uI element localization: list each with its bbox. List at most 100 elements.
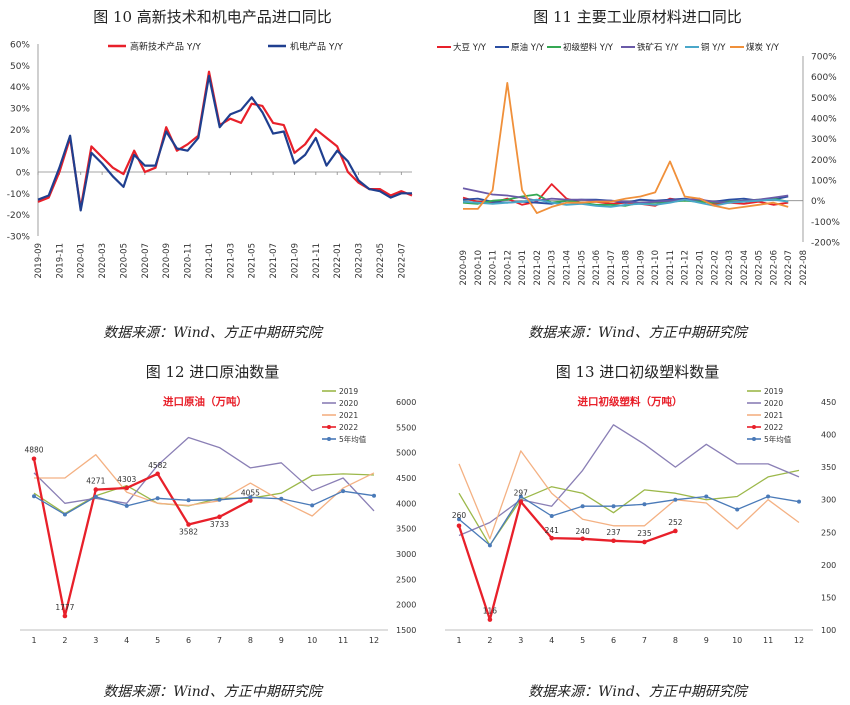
- x-tick-label: 9: [704, 636, 709, 645]
- data-point: [487, 617, 493, 622]
- y-tick-label: 200: [821, 561, 836, 570]
- x-tick-label: 5: [580, 636, 585, 645]
- x-tick-label: 11: [338, 636, 348, 645]
- data-point: [279, 496, 284, 501]
- data-point: [487, 543, 492, 548]
- x-tick-label: 2019-09: [34, 243, 44, 279]
- chart-source: 数据来源：Wind、方正中期研究院: [103, 684, 322, 700]
- chart-panel-fig13: 图 13 进口初级塑料数量 进口初级塑料（万吨） 100 150 200 250 300 3…: [425, 355, 850, 705]
- y-tick-label: 40%: [10, 83, 30, 93]
- legend-label: 2022: [339, 423, 358, 432]
- x-tick-label: 2021-12: [681, 250, 691, 286]
- y-tick-label: 5000: [396, 449, 416, 458]
- chart-fig11-svg: -200% -100% 0% 100% 200% 300% 400% 500% 600% 700%…: [437, 42, 840, 286]
- x-tick-label: 2020-10: [474, 250, 484, 286]
- x-tick-label: 2021-08: [622, 250, 632, 286]
- data-point: [673, 528, 678, 534]
- chart-title: 图 13 进口初级塑料数量: [555, 363, 720, 381]
- data-point: [457, 517, 461, 522]
- y-tick-label: 400%: [811, 115, 837, 125]
- x-tick-label: 2022-03: [355, 243, 365, 279]
- y-tick-label: 2000: [396, 601, 416, 610]
- legend-marker: [752, 425, 756, 429]
- x-tick-label: 4: [549, 636, 554, 645]
- x-tick-label: 2021-02: [533, 250, 543, 286]
- x-tick-label: 2020-07: [141, 243, 151, 279]
- series-line-0: [37, 70, 413, 210]
- x-tick-label: 2022-01: [333, 243, 343, 279]
- data-point: [704, 494, 709, 499]
- legend-label: 初级塑料 Y/Y: [563, 42, 614, 53]
- y-tick-label: 300: [821, 496, 836, 505]
- x-tick-label: 2020-01: [77, 243, 87, 279]
- data-label: 260: [452, 511, 467, 520]
- data-point: [31, 456, 37, 462]
- x-tick-label: 10: [732, 636, 742, 645]
- x-tick-label: 2021-05: [248, 243, 258, 279]
- data-point: [186, 522, 191, 527]
- y-tick-label: 700%: [811, 53, 837, 63]
- data-point: [735, 507, 740, 512]
- data-point: [518, 499, 524, 504]
- x-tick-label: 2021-01: [518, 250, 528, 286]
- legend-label: 5年均值: [339, 434, 367, 444]
- legend-label: 2020: [339, 399, 358, 408]
- data-point: [673, 497, 678, 502]
- legend-marker: [327, 425, 331, 429]
- data-label: 240: [575, 527, 590, 536]
- y-tick-label: 30%: [10, 105, 30, 115]
- x-tick-label: 2021-07: [607, 250, 617, 286]
- chart-title: 图 10 高新技术和机电产品进口同比: [93, 8, 332, 26]
- data-label: 252: [668, 518, 683, 527]
- data-point: [310, 503, 315, 508]
- data-label: 4055: [241, 489, 260, 498]
- data-point: [248, 495, 253, 500]
- chart-fig10-svg: -30% -20% -10% 0% 10% 20% 30% 40% 50% 60% 2019-09 2…: [7, 41, 413, 279]
- data-label: 116: [483, 607, 498, 616]
- x-tick-label: 12: [794, 636, 804, 645]
- legend-label: 2021: [764, 411, 783, 420]
- legend-label: 机电产品 Y/Y: [290, 41, 343, 53]
- data-label: 235: [637, 529, 652, 538]
- legend-label: 大豆 Y/Y: [453, 42, 487, 53]
- series-line-2: [458, 450, 800, 540]
- chart-title: 图 11 主要工业原材料进口同比: [533, 8, 742, 26]
- series-line-5: [463, 82, 789, 214]
- x-tick-label: 4: [124, 636, 129, 645]
- y-tick-label: -30%: [7, 233, 31, 243]
- y-tick-label: 300%: [811, 135, 837, 145]
- x-tick-label: 2020-05: [119, 243, 129, 279]
- x-tick-label: 6: [611, 636, 616, 645]
- y-tick-label: 60%: [10, 41, 30, 51]
- data-point: [93, 494, 98, 499]
- x-tick-label: 2019-11: [55, 243, 65, 279]
- x-tick-label: 7: [642, 636, 647, 645]
- x-tick-label: 10: [307, 636, 317, 645]
- x-tick-label: 2021-07: [269, 243, 279, 279]
- legend-marker: [752, 437, 756, 441]
- series-line-3: [457, 500, 676, 621]
- data-point: [611, 538, 616, 544]
- legend-label: 5年均值: [764, 434, 792, 444]
- y-tick-label: 250: [821, 528, 836, 537]
- y-tick-label: 5500: [396, 423, 416, 432]
- x-tick-label: 3: [518, 636, 523, 645]
- y-tick-label: 100%: [811, 177, 837, 187]
- data-label: 297: [514, 489, 529, 498]
- y-tick-label: 2500: [396, 575, 416, 584]
- series-line-0: [33, 473, 375, 515]
- series-line-4: [33, 490, 375, 516]
- data-label: 4880: [24, 446, 43, 455]
- legend-label: 原油 Y/Y: [511, 42, 545, 53]
- data-point: [155, 471, 160, 477]
- x-tick-label: 1: [31, 636, 36, 645]
- x-tick-label: 2021-03: [548, 250, 558, 286]
- legend-label: 2019: [764, 387, 783, 396]
- y-tick-label: 1500: [396, 626, 416, 635]
- y-tick-label: 4500: [396, 474, 416, 483]
- y-tick-label: 150: [821, 593, 836, 602]
- x-tick-label: 12: [369, 636, 379, 645]
- y-tick-label: 450: [821, 398, 836, 407]
- x-tick-label: 9: [279, 636, 284, 645]
